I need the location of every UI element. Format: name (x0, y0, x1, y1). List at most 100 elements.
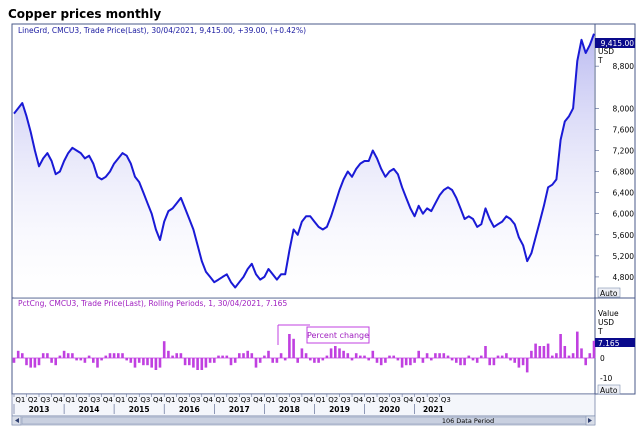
price-legend: LineGrd, CMCU3, Trade Price(Last), 30/04… (18, 26, 306, 35)
quarter-tick-label: Q3 (441, 396, 451, 404)
quarter-tick-label: Q2 (428, 396, 438, 404)
percent-bar (576, 331, 579, 358)
percent-bar (221, 355, 224, 358)
price-tick-label: 4,800 (613, 273, 635, 282)
percent-bar (217, 355, 220, 358)
percent-bar (317, 358, 320, 363)
percent-bar (271, 358, 274, 363)
price-tick-label: 6,800 (613, 168, 635, 177)
percent-bar (58, 355, 62, 358)
percent-bar (430, 358, 433, 361)
percent-bar (183, 358, 187, 366)
percent-bar (334, 346, 337, 358)
percent-bar (204, 358, 208, 368)
percent-bar (342, 350, 345, 358)
price-line (13, 33, 595, 289)
quarter-tick-label: Q4 (403, 396, 414, 404)
percent-bar (359, 355, 362, 358)
percent-bar (12, 358, 16, 363)
tooltip-text: Percent change (307, 331, 369, 340)
percent-bar (467, 355, 471, 358)
quarter-tick-label: Q2 (378, 396, 388, 404)
year-tick-label: 2017 (229, 405, 250, 414)
percent-bar (288, 334, 291, 358)
percent-bar (112, 353, 116, 358)
percent-bar (367, 358, 370, 361)
percent-tick-minus10: -10 (600, 374, 612, 383)
percent-bar (425, 353, 429, 358)
quarter-tick-label: Q1 (316, 396, 326, 404)
percent-bar (188, 358, 191, 366)
percent-bar (75, 358, 78, 361)
percent-bar (96, 358, 99, 368)
percent-tick-zero: 0 (600, 354, 605, 363)
quarter-tick-label: Q3 (241, 396, 251, 404)
price-tick-label: 6,000 (613, 210, 635, 219)
price-tick-label: 7,200 (613, 146, 635, 155)
percent-bar (192, 358, 195, 368)
quarter-tick-label: Q3 (140, 396, 150, 404)
percent-bar (492, 358, 496, 366)
percent-bar (175, 353, 178, 358)
quarter-tick-label: Q2 (228, 396, 238, 404)
quarter-tick-label: Q3 (40, 396, 50, 404)
price-unit-measure: T (597, 56, 603, 65)
percent-auto-button[interactable] (597, 384, 621, 395)
percent-bar (279, 353, 283, 358)
percent-bar (54, 358, 57, 366)
percent-bar (179, 353, 183, 358)
percent-bar (133, 358, 137, 368)
quarter-tick-label: Q4 (253, 396, 264, 404)
quarter-tick-label: Q1 (416, 396, 426, 404)
percent-bar (534, 343, 537, 358)
percent-bar (313, 358, 316, 363)
quarter-tick-label: Q2 (128, 396, 138, 404)
percent-bar (484, 346, 487, 358)
price-tick-label: 8,000 (613, 104, 635, 113)
price-unit-currency: USD (598, 47, 614, 56)
percent-bar (129, 358, 133, 363)
percent-bar (379, 358, 383, 366)
percent-bar (121, 353, 124, 358)
quarter-tick-label: Q2 (28, 396, 38, 404)
percent-bar (546, 343, 550, 358)
price-tick-label: 7,600 (613, 125, 635, 134)
percent-auto-label: Auto (600, 386, 618, 395)
percent-bar (392, 355, 395, 358)
percent-bar (505, 353, 508, 358)
percent-bar (455, 358, 458, 363)
percent-bar (292, 338, 295, 358)
year-tick-label: 2016 (179, 405, 200, 414)
price-auto-button[interactable] (597, 287, 621, 298)
quarter-tick-label: Q1 (166, 396, 176, 404)
quarter-tick-label: Q3 (191, 396, 201, 404)
percent-bar (200, 358, 204, 370)
price-axis-area (594, 23, 636, 299)
scroll-thumb[interactable] (21, 416, 589, 425)
percent-bar (267, 350, 270, 358)
percent-bar (62, 350, 66, 358)
percent-bar (413, 358, 416, 363)
quarter-tick-label: Q4 (203, 396, 214, 404)
quarter-tick-label: Q1 (65, 396, 75, 404)
percent-bar (421, 358, 425, 363)
last-percent-value: 7.165 (598, 339, 620, 348)
quarter-tick-label: Q4 (353, 396, 364, 404)
price-area-fill (14, 33, 594, 298)
percent-bar (238, 353, 241, 358)
percent-bar (154, 358, 158, 370)
price-auto-label: Auto (600, 289, 618, 298)
last-price-badge (595, 38, 635, 48)
quarter-tick-label: Q1 (266, 396, 276, 404)
percent-bar (580, 348, 583, 358)
year-tick-label: 2015 (129, 405, 150, 414)
percent-bar (525, 358, 529, 373)
period-label: 106 Data Period (442, 417, 494, 425)
window-title: Copper prices monthly (8, 7, 161, 21)
percent-bar (263, 355, 266, 358)
percent-bar (442, 353, 446, 358)
percent-bar (559, 334, 562, 358)
time-scrollbar[interactable]: 106 Data Period (11, 415, 596, 426)
quarter-tick-label: Q2 (78, 396, 88, 404)
percent-panel (11, 297, 596, 395)
